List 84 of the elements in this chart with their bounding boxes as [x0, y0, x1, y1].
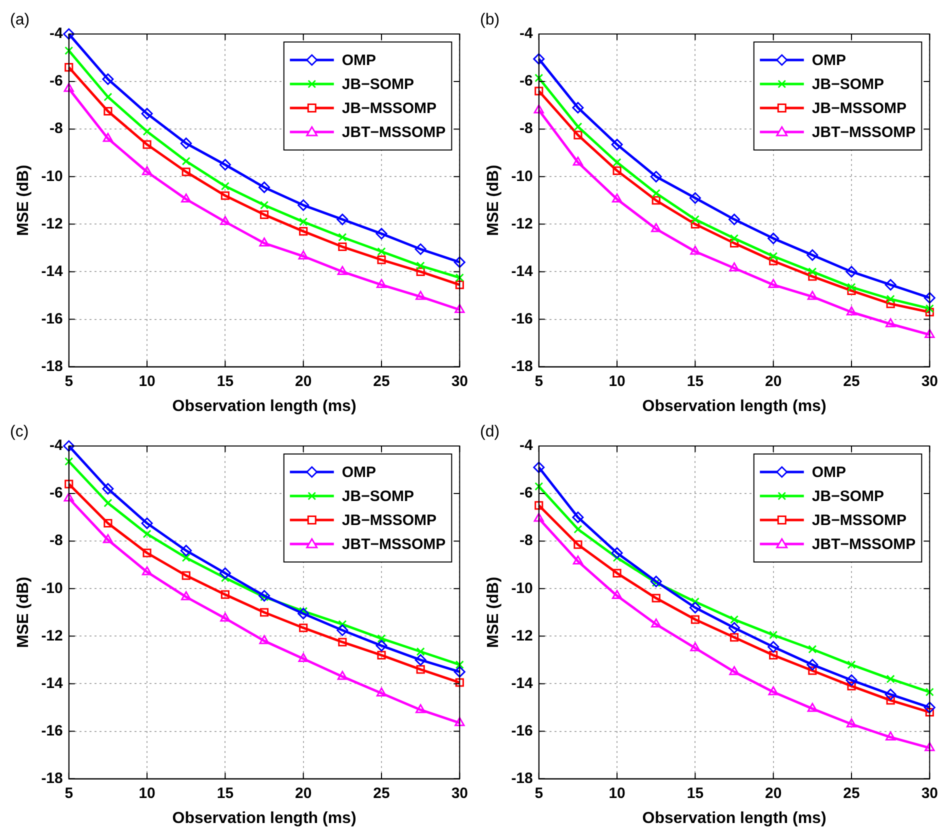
- legend-label: JBT−MSSOMP: [342, 536, 446, 554]
- y-tick-label: -14: [41, 262, 64, 280]
- y-tick-label: -4: [50, 25, 64, 42]
- y-tick-label: -12: [41, 627, 63, 644]
- legend-label: OMP: [812, 52, 846, 70]
- y-axis-title: MSE (dB): [15, 164, 32, 236]
- x-tick-label: 15: [216, 784, 234, 802]
- y-tick-label: -4: [520, 25, 534, 42]
- legend-label: JB−MSSOMP: [812, 100, 906, 118]
- x-axis-title: Observation length (ms): [642, 810, 826, 827]
- y-tick-label: -10: [41, 580, 63, 597]
- x-tick-label: 5: [534, 784, 544, 802]
- y-tick-label: -16: [41, 310, 63, 328]
- legend-label: JBT−MSSOMP: [812, 124, 916, 142]
- y-tick-label: -4: [50, 437, 64, 454]
- text: (b): [480, 11, 500, 28]
- x-tick-label: 30: [451, 372, 468, 390]
- x-tick-label: 5: [64, 372, 74, 390]
- legend-label: JB−SOMP: [812, 76, 884, 94]
- y-axis-title: MSE (dB): [485, 576, 502, 648]
- y-tick-label: -14: [511, 262, 534, 280]
- y-tick-label: -8: [50, 532, 63, 550]
- x-tick-label: 30: [921, 372, 938, 390]
- y-tick-label: -6: [520, 72, 533, 90]
- x-tick-label: 25: [373, 784, 390, 802]
- y-axis-title: MSE (dB): [15, 576, 32, 648]
- x-tick-label: 20: [295, 372, 312, 390]
- text: (d): [480, 423, 500, 440]
- legend-label: JB−SOMP: [812, 488, 884, 506]
- legend-label: JBT−MSSOMP: [812, 536, 916, 554]
- y-tick-label: -12: [511, 215, 533, 232]
- y-tick-label: -6: [50, 72, 63, 90]
- y-axis-title: MSE (dB): [485, 164, 502, 236]
- x-tick-label: 15: [216, 372, 234, 390]
- x-axis-title: Observation length (ms): [172, 398, 356, 415]
- y-tick-label: -10: [511, 168, 533, 185]
- y-tick-label: -16: [511, 310, 533, 328]
- legend-label: JBT−MSSOMP: [342, 124, 446, 142]
- x-tick-label: 5: [64, 784, 74, 802]
- y-tick-label: -10: [41, 168, 63, 185]
- y-tick-label: -8: [50, 120, 63, 138]
- x-tick-label: 10: [608, 372, 626, 390]
- text: (c): [10, 423, 29, 440]
- x-tick-label: 30: [451, 784, 468, 802]
- y-tick-label: -18: [511, 358, 533, 375]
- y-tick-label: -6: [520, 484, 533, 502]
- legend-label: JB−MSSOMP: [812, 512, 906, 530]
- x-tick-label: 15: [686, 372, 704, 390]
- x-tick-label: 10: [608, 784, 626, 802]
- y-tick-label: -12: [41, 215, 63, 232]
- y-tick-label: -6: [50, 484, 63, 502]
- legend-label: OMP: [342, 52, 376, 70]
- legend-label: JB−MSSOMP: [342, 100, 436, 118]
- y-tick-label: -8: [520, 120, 533, 138]
- y-tick-label: -16: [511, 722, 533, 740]
- text: (a): [10, 11, 30, 28]
- x-tick-label: 10: [138, 784, 156, 802]
- legend-label: JB−SOMP: [342, 76, 414, 94]
- x-tick-label: 15: [686, 784, 704, 802]
- x-tick-label: 20: [765, 784, 782, 802]
- x-tick-label: 20: [295, 784, 312, 802]
- y-tick-label: -18: [511, 770, 533, 787]
- x-axis-title: Observation length (ms): [642, 398, 826, 415]
- y-tick-label: -18: [41, 358, 63, 375]
- x-tick-label: 10: [138, 372, 156, 390]
- x-tick-label: 25: [843, 372, 860, 390]
- legend-label: OMP: [342, 464, 376, 482]
- x-axis-title: Observation length (ms): [172, 810, 356, 827]
- y-tick-label: -12: [511, 627, 533, 644]
- x-tick-label: 25: [843, 784, 860, 802]
- y-tick-label: -16: [41, 722, 63, 740]
- legend-label: OMP: [812, 464, 846, 482]
- x-tick-label: 5: [534, 372, 544, 390]
- x-tick-label: 25: [373, 372, 390, 390]
- y-tick-label: -10: [511, 580, 533, 597]
- y-tick-label: -8: [520, 532, 533, 550]
- legend-label: JB−SOMP: [342, 488, 414, 506]
- y-tick-label: -4: [520, 437, 534, 454]
- y-tick-label: -14: [41, 674, 64, 692]
- y-tick-label: -18: [41, 770, 63, 787]
- x-tick-label: 30: [921, 784, 938, 802]
- y-tick-label: -14: [511, 674, 534, 692]
- x-tick-label: 20: [765, 372, 782, 390]
- legend-label: JB−MSSOMP: [342, 512, 436, 530]
